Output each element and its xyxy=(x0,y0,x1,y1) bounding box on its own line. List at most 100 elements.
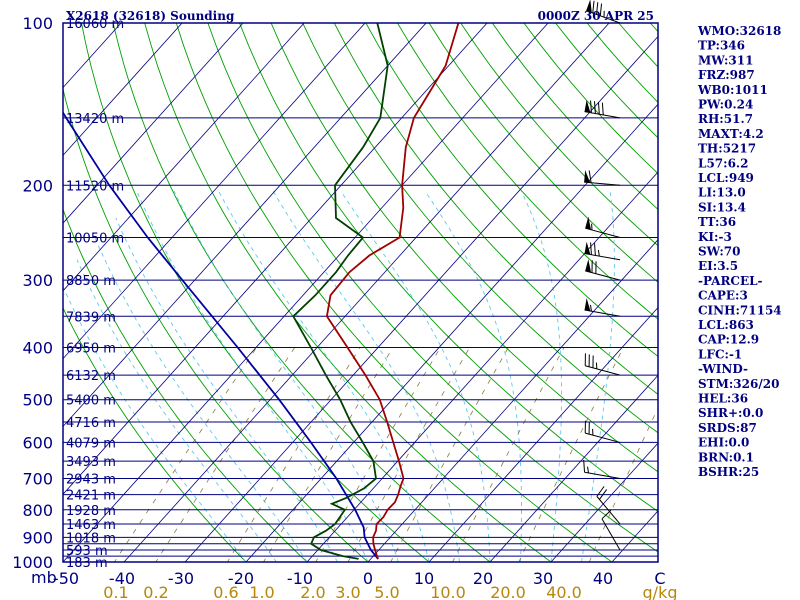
mixing-ratio-label: 5.0 xyxy=(374,583,399,600)
barb-flag xyxy=(594,101,596,114)
stats-entry: WMO:32618 xyxy=(697,24,781,38)
barb-pennant xyxy=(584,298,591,312)
grid-lines xyxy=(63,23,658,562)
temperature-tick-label: -20 xyxy=(228,569,254,588)
mixing-ratio-label: 2.0 xyxy=(300,583,325,600)
stats-entry: BSHR:25 xyxy=(698,465,759,479)
sounding-traces xyxy=(63,23,460,560)
height-label: 6132 m xyxy=(66,369,116,384)
height-label: 6950 m xyxy=(66,342,116,357)
wind-barb xyxy=(584,170,621,186)
barb-flag xyxy=(596,486,605,497)
mixing-ratio-label: 3.0 xyxy=(335,583,360,600)
pressure-unit-label: mb xyxy=(31,568,57,587)
stats-entry: LI:13.0 xyxy=(698,186,746,200)
mixing-ratio-label: 40.0 xyxy=(546,583,582,600)
barb-staff xyxy=(584,471,621,480)
pressure-label: 300 xyxy=(22,271,53,290)
barb-staff xyxy=(585,432,621,443)
barb-pennant xyxy=(585,216,592,230)
dry-adiabat xyxy=(397,23,658,320)
wind-barb xyxy=(584,298,621,317)
stats-entry: CINH:71154 xyxy=(698,303,782,317)
chart-title: X2618 (32618) Sounding xyxy=(66,9,235,23)
height-label: 16060 m xyxy=(66,17,124,32)
temperature-tick-label: -40 xyxy=(109,569,135,588)
barb-staff xyxy=(596,496,621,525)
isotherm xyxy=(489,374,658,562)
stats-entry: BRN:0.1 xyxy=(698,450,754,464)
wind-barb xyxy=(584,99,621,119)
stats-entry: SRDS:87 xyxy=(698,421,757,435)
mixing-ratio-line xyxy=(518,347,624,562)
stats-entry: TP:346 xyxy=(698,39,745,53)
barb-flag xyxy=(599,489,608,500)
barb-flag xyxy=(588,170,592,183)
stats-entry: LCL:863 xyxy=(698,318,754,332)
stats-entry: SHR+:0.0 xyxy=(698,406,763,420)
wind-barb xyxy=(601,509,621,551)
mixing-ratio-line xyxy=(390,347,509,562)
temperature-tick-label: 0 xyxy=(363,569,373,588)
moist-adiabat xyxy=(272,190,460,562)
stats-entry: HEL:36 xyxy=(698,392,748,406)
pressure-label: 500 xyxy=(22,391,53,410)
barb-pennant xyxy=(586,0,592,13)
temperature-trace xyxy=(325,23,460,560)
dry-adiabat xyxy=(175,23,613,562)
moist-adiabat xyxy=(424,190,522,562)
barb-flag xyxy=(590,242,592,255)
mixing-ratio-line xyxy=(588,406,658,562)
barb-flag xyxy=(592,0,595,14)
isotherm xyxy=(63,23,366,360)
stats-entry: SI:13.4 xyxy=(698,200,746,214)
barb-half-flag xyxy=(590,304,592,312)
isotherm xyxy=(367,239,658,562)
mixing-ratio-label: 0.1 xyxy=(103,583,128,600)
isotherm xyxy=(184,35,658,562)
dry-adiabat xyxy=(81,23,430,562)
parcel-trace xyxy=(63,111,379,560)
stats-entry: STM:326/20 xyxy=(698,377,779,391)
stats-entry: CAPE:3 xyxy=(698,289,748,303)
isotherm xyxy=(428,306,658,562)
dry-adiabat xyxy=(333,23,658,395)
height-label: 1018 m xyxy=(66,531,116,546)
chart-time: 0000Z 30 APR 25 xyxy=(538,9,654,23)
moist-adiabat xyxy=(115,217,338,562)
wind-barb xyxy=(586,0,621,24)
stats-entry: CAP:12.9 xyxy=(698,333,759,347)
mixing-ratio-label: 0.2 xyxy=(143,583,168,600)
barb-half-flag xyxy=(587,466,589,474)
stats-entry: L57:6.2 xyxy=(698,156,748,170)
moist-adiabat xyxy=(76,259,277,562)
temperature-tick-label: -10 xyxy=(287,569,313,588)
dry-adiabat xyxy=(239,23,658,513)
pressure-label: 800 xyxy=(22,501,53,520)
barb-staff xyxy=(584,309,621,317)
isotherm xyxy=(306,171,658,562)
height-label: 11520 m xyxy=(66,179,124,194)
moist-adiabat xyxy=(136,190,369,562)
mixing-ratio-label: 0.6 xyxy=(213,583,238,600)
temperature-tick-label: C xyxy=(654,569,665,588)
mixing-ratio-line xyxy=(263,347,394,562)
stats-entry: -WIND- xyxy=(698,362,748,376)
plot-frame xyxy=(62,22,659,563)
height-label: 593 m xyxy=(66,544,108,559)
stats-entry: LFC:-1 xyxy=(698,347,742,361)
dry-adiabat xyxy=(63,307,247,562)
barb-half-flag xyxy=(597,249,600,257)
barb-flag xyxy=(596,2,599,15)
isotherm xyxy=(63,23,488,495)
stats-entry: LCL:949 xyxy=(698,171,754,185)
wind-barb xyxy=(584,420,621,443)
temperature-tick-label: 20 xyxy=(473,569,493,588)
isotherm xyxy=(550,442,658,562)
height-label: 1463 m xyxy=(66,518,116,533)
isotherm xyxy=(63,23,244,224)
wind-barb xyxy=(585,259,621,281)
pressure-label: 200 xyxy=(22,176,53,195)
